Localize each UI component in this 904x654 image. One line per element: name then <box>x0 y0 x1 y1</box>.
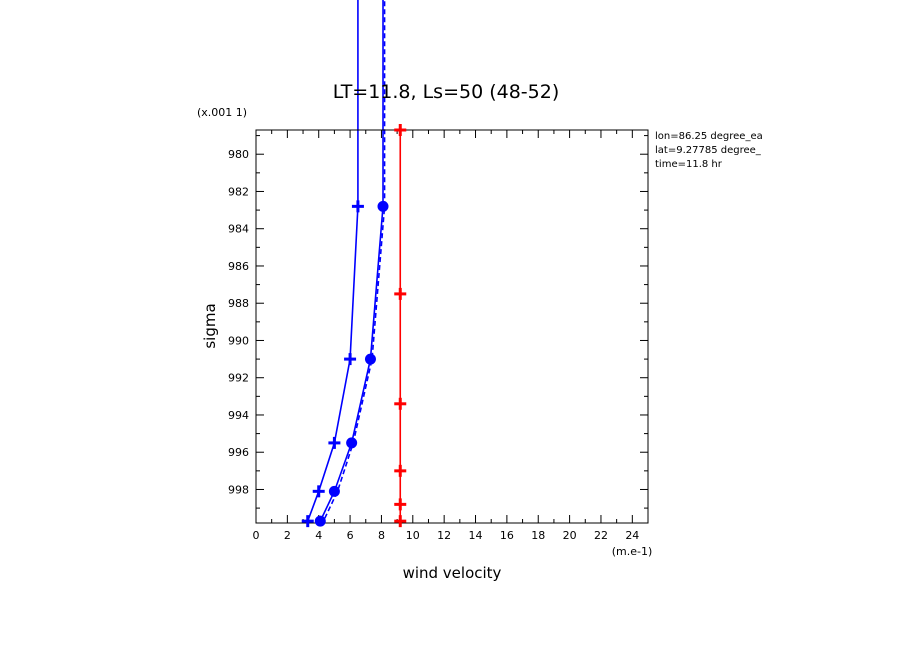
info-block: lon=86.25 degree_ea lat=9.27785 degree_ … <box>655 131 763 170</box>
y-tick-label: 996 <box>228 446 249 459</box>
x-tick-label: 18 <box>531 529 545 542</box>
x-tick-label: 4 <box>315 529 322 542</box>
x-tick-label: 20 <box>563 529 577 542</box>
x-tick-label: 16 <box>500 529 514 542</box>
plus-marker <box>312 485 325 498</box>
x-tick-label: 8 <box>378 529 385 542</box>
y-tick-label: 998 <box>228 483 249 496</box>
y-tick-label: 990 <box>228 334 249 347</box>
plus-marker <box>394 124 407 136</box>
x-tick-label: 12 <box>437 529 451 542</box>
dot-marker <box>328 485 340 497</box>
y-tick-label: 986 <box>228 260 249 273</box>
series-line-0 <box>306 0 359 522</box>
y-tick-label: 988 <box>228 297 249 310</box>
plus-marker <box>394 515 407 528</box>
y-tick-label: 994 <box>228 409 249 422</box>
info-time: time=11.8 hr <box>655 159 723 170</box>
info-lat: lat=9.27785 degree_ <box>655 145 762 156</box>
y-unit-label: (x.001 1) <box>197 106 247 119</box>
plus-marker <box>394 287 407 300</box>
plus-marker <box>394 464 407 477</box>
plus-marker <box>394 397 407 410</box>
x-tick-label: 2 <box>284 529 291 542</box>
marker-layer <box>301 124 407 528</box>
dot-marker <box>314 515 326 527</box>
dot-marker <box>346 437 358 449</box>
plus-marker <box>328 436 341 449</box>
ticks-layer: 0 2 4 6 8 10 12 14 16 18 20 22 249809829849869889909… <box>228 130 648 542</box>
x-tick-label: 0 <box>253 529 260 542</box>
x-tick-label: 22 <box>594 529 608 542</box>
chart-title: LT=11.8, Ls=50 (48-52) <box>333 81 560 103</box>
y-tick-label: 980 <box>228 148 249 161</box>
y-axis-label: sigma <box>201 303 219 348</box>
plus-marker <box>301 515 314 528</box>
y-tick-label: 992 <box>228 372 249 385</box>
x-axis-label: wind velocity <box>403 564 502 582</box>
x-unit-label: (m.e-1) <box>612 545 653 558</box>
x-tick-label: 24 <box>625 529 639 542</box>
y-tick-label: 982 <box>228 185 249 198</box>
x-tick-label: 14 <box>469 529 483 542</box>
x-tick-label: 10 <box>406 529 420 542</box>
dot-marker <box>377 200 389 212</box>
dot-marker <box>364 353 376 365</box>
x-tick-label: 6 <box>347 529 354 542</box>
plot-frame <box>255 129 649 524</box>
y-tick-label: 984 <box>228 223 249 236</box>
plus-marker <box>344 353 357 366</box>
plus-marker <box>394 498 407 511</box>
info-lon: lon=86.25 degree_ea <box>655 131 763 142</box>
plus-marker <box>351 200 364 213</box>
